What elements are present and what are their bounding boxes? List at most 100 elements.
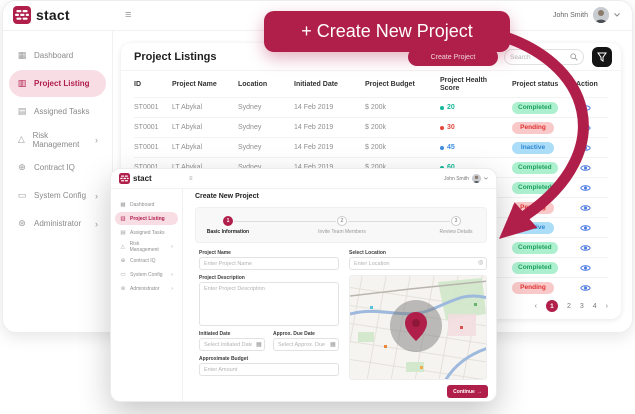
brand-bricks-icon [119,173,130,184]
cell-name: LT Abykal [172,104,203,111]
brand-name: stact [36,7,70,23]
create-project-button[interactable]: Create Project [408,48,498,66]
user-menu[interactable]: John Smith [444,174,488,183]
view-action-button[interactable] [576,224,608,232]
initiated-date-label: Initiated Date [199,331,231,337]
eye-icon [580,184,591,191]
cell-location: Sydney [238,124,262,131]
brand-bricks-icon [13,6,31,24]
search-input[interactable] [510,53,567,61]
project-name-input[interactable] [199,257,339,270]
eye-icon [580,104,591,111]
cell-status: Completed [512,101,576,114]
view-action-button[interactable] [576,284,608,292]
cell-budget: $ 200k [365,124,387,131]
initiated-date-input[interactable] [199,338,265,351]
pagination-page-4[interactable]: 4 [592,302,597,310]
sidebar-item-risk-management[interactable]: △ Risk Management › [115,240,178,253]
search-icon [570,53,578,61]
sidebar-item-dashboard[interactable]: ▦ Dashboard [115,198,178,211]
filter-button[interactable] [592,47,612,67]
location-input[interactable] [349,257,487,270]
sidebar-item-project-listing[interactable]: ▥ Project Listing [115,212,178,225]
view-action-button[interactable] [576,164,608,172]
sidebar-item-system-config[interactable]: ▭ System Config › [9,182,106,209]
sidebar-item-label: Administrator [34,219,82,228]
col-location: Location [238,80,268,88]
pagination-page-1[interactable]: 1 [545,300,558,312]
view-action-button[interactable] [576,244,608,252]
budget-label: Approximate Budget [199,356,249,362]
view-action-button[interactable] [576,184,608,192]
project-description-input[interactable] [199,282,339,326]
cell-health: 20 [440,104,512,111]
pagination-page-2[interactable]: 2 [566,302,571,310]
administrator-icon: ⊛ [18,218,26,228]
dashboard-icon: ▦ [17,50,27,60]
status-badge: Inactive [512,221,554,234]
step-2-circle: 2 [337,216,347,226]
view-action-button[interactable] [576,124,608,132]
sidebar-item-administrator[interactable]: ⊛ Administrator › [115,282,178,295]
status-badge: Completed [512,261,558,274]
view-action-button[interactable] [576,144,608,152]
eye-icon [580,204,591,211]
cell-name: LT Abykal [172,144,203,151]
health-dot-icon [440,165,444,170]
risk-management-icon: △ [17,134,25,144]
sidebar-item-assigned-tasks[interactable]: ▤ Assigned Tasks [115,226,178,239]
step-3-circle: 3 [451,216,461,226]
cell-status: Inactive [512,141,576,154]
sidebar-item-contract-iq[interactable]: ⊕ Contract IQ [9,154,106,181]
health-dot-icon [440,145,444,150]
status-badge: Inactive [512,141,554,154]
sidebar-item-label: Risk Management [129,240,159,253]
status-badge: Completed [512,181,558,194]
table-row: ST0001 LT Abykal Sydney 14 Feb 2019 $ 20… [134,137,608,157]
location-map[interactable] [349,275,487,380]
sidebar-item-assigned-tasks[interactable]: ▤ Assigned Tasks [9,98,106,125]
hamburger-menu-icon[interactable]: ≡ [189,176,193,182]
sidebar-item-system-config[interactable]: ▭ System Config › [115,268,178,281]
pagination-prev[interactable]: ‹ [534,302,537,310]
modal-sidebar: ▦ Dashboard ▥ Project Listing ▤ Assigned Ta… [111,189,183,401]
pagination-next[interactable]: › [605,302,608,310]
project-description-label: Project Description [199,275,245,281]
sidebar-item-label: Contract IQ [130,257,156,264]
cell-budget: $ 200k [365,104,387,111]
pagination-page-3[interactable]: 3 [579,302,584,310]
sidebar-item-administrator[interactable]: ⊛ Administrator › [9,210,106,237]
hamburger-menu-icon[interactable]: ≡ [125,9,132,21]
view-action-button[interactable] [576,264,608,272]
sidebar-item-label: Project Listing [34,79,90,88]
step-connector [234,221,336,222]
health-dot-icon [440,125,444,130]
project-name-label: Project Name [199,250,231,256]
cell-location: Sydney [238,144,262,151]
brand-name: stact [133,174,152,183]
cell-date: 14 Feb 2019 [294,144,334,151]
view-action-button[interactable] [576,104,608,112]
step-connector [348,221,450,222]
map-park-area [438,278,486,320]
sidebar-item-project-listing[interactable]: ▥ Project Listing [9,70,106,97]
user-menu[interactable]: John Smith [553,7,620,23]
view-action-button[interactable] [576,204,608,212]
search-box [504,49,584,65]
budget-input[interactable] [199,363,339,376]
sidebar-item-contract-iq[interactable]: ⊕ Contract IQ [115,254,178,267]
system-config-icon: ▭ [120,271,126,278]
eye-icon [580,164,591,171]
cell-health: 45 [440,144,512,151]
cell-budget: $ 200k [365,164,440,171]
create-new-project-callout-button[interactable]: + Create New Project [264,11,510,52]
wizard-stepper: 1 2 3 Basic Information Invite Team Memb… [195,207,487,243]
sidebar-item-dashboard[interactable]: ▦ Dashboard [9,42,106,69]
due-date-input[interactable] [273,338,339,351]
continue-button[interactable]: Continue → [447,385,488,398]
status-badge: Completed [512,161,558,174]
sidebar-item-label: Risk Management [32,130,80,149]
sidebar-item-risk-management[interactable]: △ Risk Management › [9,126,106,153]
chevron-down-icon [614,13,620,17]
sidebar-item-label: Administrator [130,285,160,292]
